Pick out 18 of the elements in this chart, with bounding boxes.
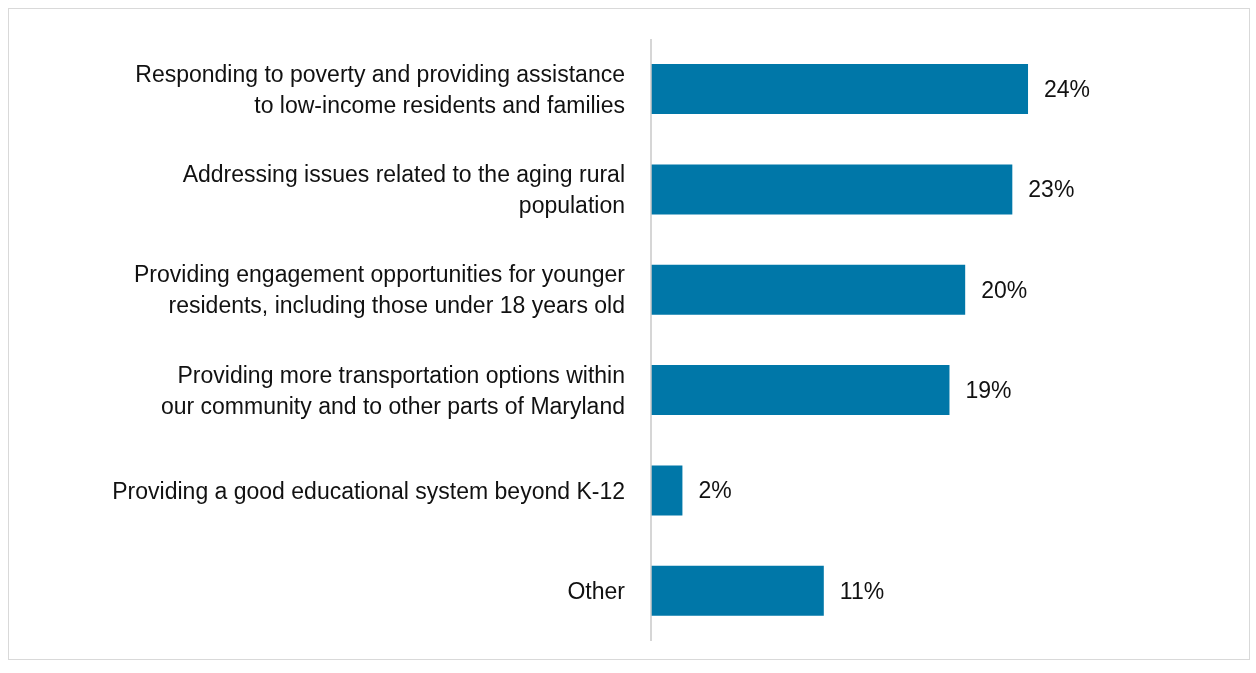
y-tick-label: Providing a good educational system beyond K-12 [112,477,625,504]
bar [651,365,950,416]
y-tick-label: Providing engagement opportunities for younger residents, including those under 18 years old [134,261,626,319]
bar [651,465,683,516]
y-tick-label: Addressing issues related to the aging rural population [182,161,625,218]
y-tick-label: Responding to poverty and providing assistance to low-income residents and families [135,60,625,118]
bar [651,64,1029,115]
data-label: 19% [965,377,1012,404]
y-tick-label: Providing more transportation options within our community and to other parts of Maryland [160,361,625,419]
data-label: 23% [1028,176,1075,203]
bar [651,264,966,315]
data-label: 20% [981,276,1028,303]
bar [651,565,824,616]
data-label: 24% [1044,76,1091,103]
y-tick-label: Other [567,577,626,604]
data-label: 2% [698,477,732,504]
bar [651,164,1013,215]
data-label: 11% [839,577,885,604]
